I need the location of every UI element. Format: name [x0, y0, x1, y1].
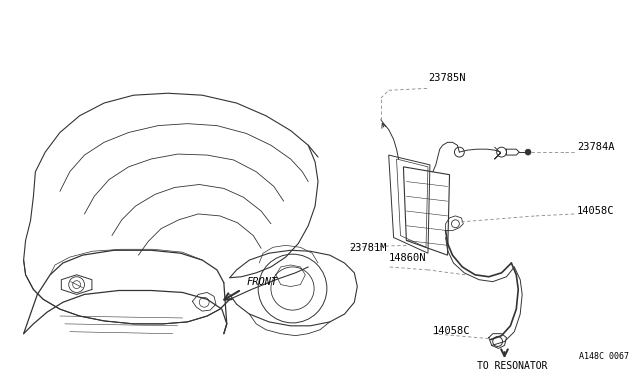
Text: FRONT: FRONT: [246, 276, 278, 286]
Text: 14860N: 14860N: [388, 253, 426, 263]
Text: 23784A: 23784A: [577, 142, 614, 152]
Text: 23781M: 23781M: [349, 243, 387, 253]
Circle shape: [525, 149, 531, 155]
Text: 23785N: 23785N: [428, 73, 465, 83]
Text: TO RESONATOR: TO RESONATOR: [477, 361, 548, 371]
Text: 14058C: 14058C: [433, 326, 470, 336]
Text: 14058C: 14058C: [577, 206, 614, 216]
Text: A148C 0067: A148C 0067: [579, 352, 629, 361]
